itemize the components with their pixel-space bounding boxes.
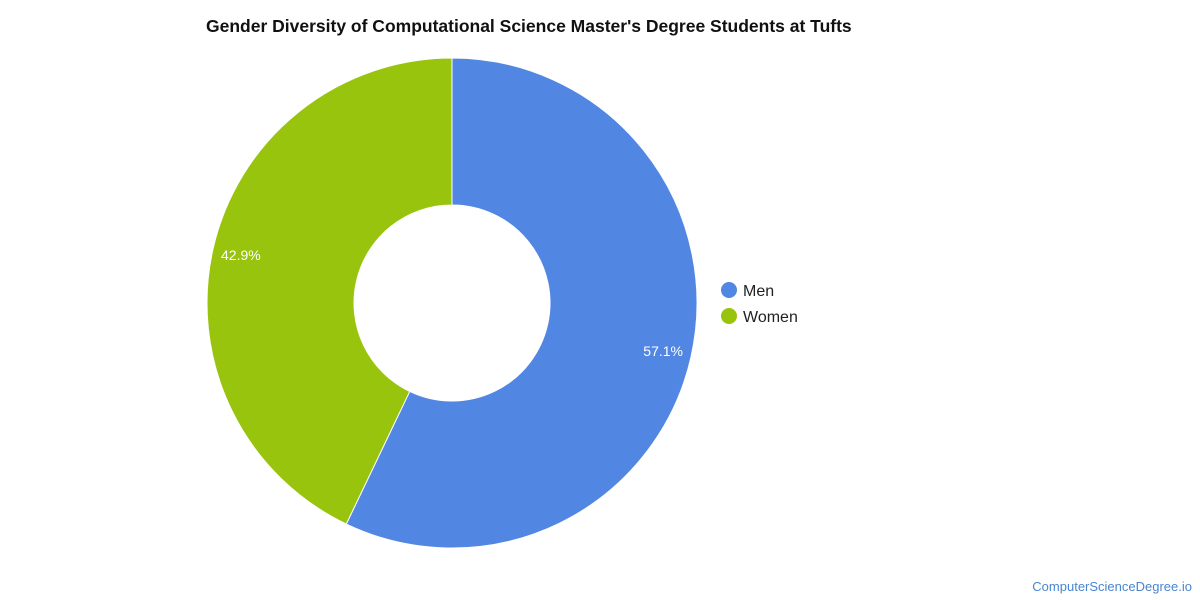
slices-group xyxy=(206,57,698,549)
legend-label-women: Women xyxy=(743,309,798,326)
slice-label-men: 57.1% xyxy=(643,343,683,359)
legend: Men Women xyxy=(721,282,798,326)
legend-swatch-men xyxy=(721,282,737,298)
watermark-link[interactable]: ComputerScienceDegree.io xyxy=(1032,579,1192,594)
legend-swatch-women xyxy=(721,308,737,324)
legend-label-men: Men xyxy=(743,283,774,300)
legend-item-men[interactable]: Men xyxy=(721,282,774,300)
slice-labels-group: 57.1% 42.9% xyxy=(221,247,683,359)
slice-label-women: 42.9% xyxy=(221,247,261,263)
slice-women[interactable] xyxy=(206,57,453,525)
legend-item-women[interactable]: Women xyxy=(721,308,798,326)
slice-men[interactable] xyxy=(345,57,698,549)
chart-title: Gender Diversity of Computational Scienc… xyxy=(206,16,852,36)
